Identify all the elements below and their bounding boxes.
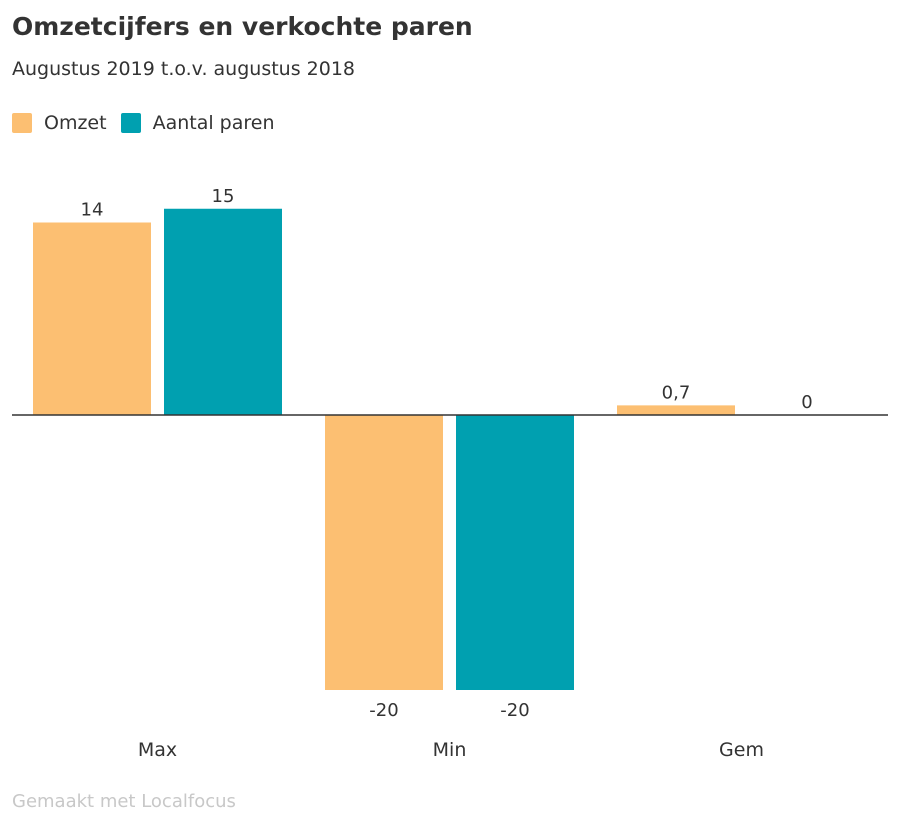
legend: Omzet Aantal paren [12,112,289,134]
bar-omzet-gem [617,405,735,415]
legend-item-aantal-paren: Aantal paren [120,112,275,134]
legend-swatch-aantal-paren [120,113,141,133]
legend-item-omzet: Omzet [12,112,107,134]
x-tick-label-max: Max [138,739,177,761]
legend-swatch-omzet [12,113,32,133]
data-label-omzet-max: 14 [81,200,104,221]
chart-title: Omzetcijfers en verkochte paren [12,12,473,41]
data-label-aantal-paren-gem: 0 [801,392,812,413]
credit-text: Gemaakt met Localfocus [12,791,236,812]
data-label-omzet-min: -20 [369,700,398,721]
bar-aantal-paren-min [456,415,574,690]
data-label-aantal-paren-min: -20 [500,700,529,721]
bar-omzet-min [325,415,443,690]
chart-subtitle: Augustus 2019 t.o.v. augustus 2018 [12,58,356,80]
legend-label-omzet: Omzet [44,112,107,134]
data-label-aantal-paren-max: 15 [212,186,235,207]
x-tick-label-gem: Gem [719,739,764,761]
legend-label-aantal-paren: Aantal paren [152,112,275,134]
x-tick-label-min: Min [433,739,467,761]
bar-aantal-paren-max [164,208,282,415]
data-label-omzet-gem: 0,7 [662,382,691,403]
bar-omzet-max [33,222,151,415]
